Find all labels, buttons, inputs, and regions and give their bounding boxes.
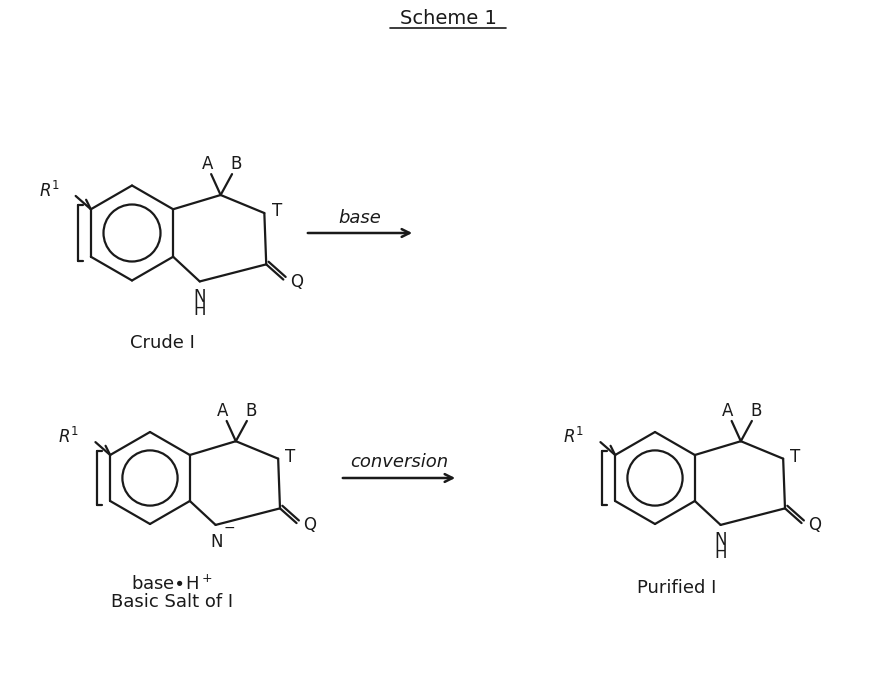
Text: A: A: [217, 402, 228, 420]
Text: A: A: [202, 155, 213, 173]
Text: Crude I: Crude I: [130, 334, 194, 352]
Text: −: −: [224, 521, 236, 535]
Text: H: H: [714, 544, 727, 562]
Text: conversion: conversion: [350, 453, 448, 471]
Text: $R^1$: $R^1$: [58, 427, 80, 447]
Text: Scheme 1: Scheme 1: [400, 8, 496, 28]
Text: base$\bullet$H$^+$: base$\bullet$H$^+$: [131, 574, 212, 594]
Text: H: H: [194, 301, 206, 319]
Text: $R^1$: $R^1$: [564, 427, 584, 447]
Text: $R^1$: $R^1$: [39, 181, 60, 201]
Text: B: B: [230, 155, 242, 173]
Text: Basic Salt of I: Basic Salt of I: [111, 593, 233, 611]
Text: B: B: [750, 402, 762, 420]
Text: N: N: [211, 533, 223, 551]
Text: A: A: [722, 402, 733, 420]
Text: T: T: [790, 448, 800, 466]
Text: N: N: [714, 531, 727, 549]
Text: Q: Q: [808, 516, 821, 534]
Text: Q: Q: [289, 272, 303, 290]
Text: base: base: [339, 209, 382, 227]
Text: T: T: [285, 448, 296, 466]
Text: N: N: [194, 288, 206, 306]
Text: Purified I: Purified I: [637, 579, 717, 597]
Text: Q: Q: [303, 516, 316, 534]
Text: B: B: [246, 402, 256, 420]
Text: T: T: [271, 202, 282, 220]
